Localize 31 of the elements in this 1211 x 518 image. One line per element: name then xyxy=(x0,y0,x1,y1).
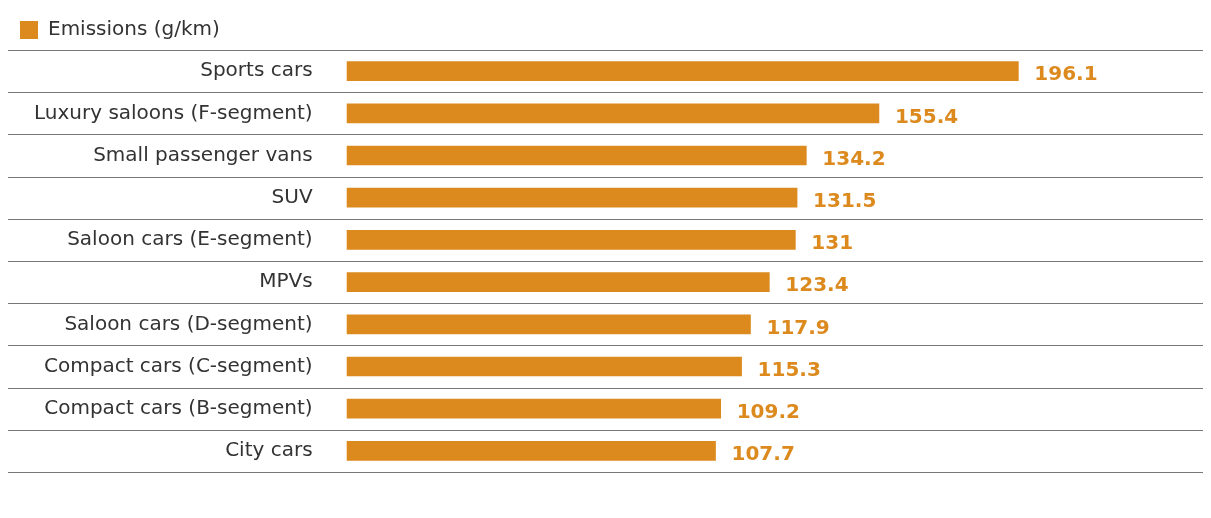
data-label: 196.1 xyxy=(1034,61,1098,86)
y-tick-label: Compact cars (C-segment) xyxy=(44,352,313,377)
data-label: 107.7 xyxy=(731,441,795,466)
y-tick-label: SUV xyxy=(271,183,313,208)
y-tick-label: Saloon cars (D-segment) xyxy=(64,310,313,335)
bar xyxy=(346,272,770,292)
y-tick-label: Sports cars xyxy=(200,57,313,82)
bar xyxy=(346,230,796,250)
y-tick-label: Luxury saloons (F-segment) xyxy=(33,99,313,124)
bar xyxy=(346,61,1019,81)
bar xyxy=(346,356,742,377)
data-label: 131 xyxy=(811,230,854,255)
bar xyxy=(346,398,722,419)
y-tick-label: MPVs xyxy=(259,268,313,293)
bar xyxy=(346,314,751,335)
y-tick-label: City cars xyxy=(225,437,313,462)
bar xyxy=(346,441,716,461)
y-tick-label: Small passenger vans xyxy=(93,141,313,166)
data-label: 117.9 xyxy=(766,314,830,339)
bar xyxy=(346,103,880,124)
y-tick-label: Compact cars (B-segment) xyxy=(44,394,313,419)
bar xyxy=(346,187,798,208)
data-label: 123.4 xyxy=(785,272,849,297)
data-label: 131.5 xyxy=(813,187,877,212)
data-label: 155.4 xyxy=(894,103,959,128)
data-label: 134.2 xyxy=(822,145,886,170)
data-label: 115.3 xyxy=(757,356,821,381)
legend-label: Emissions (g/km) xyxy=(48,16,220,41)
data-label: 109.2 xyxy=(736,398,800,423)
y-tick-label: Saloon cars (E-segment) xyxy=(67,226,313,251)
bar xyxy=(346,145,807,166)
